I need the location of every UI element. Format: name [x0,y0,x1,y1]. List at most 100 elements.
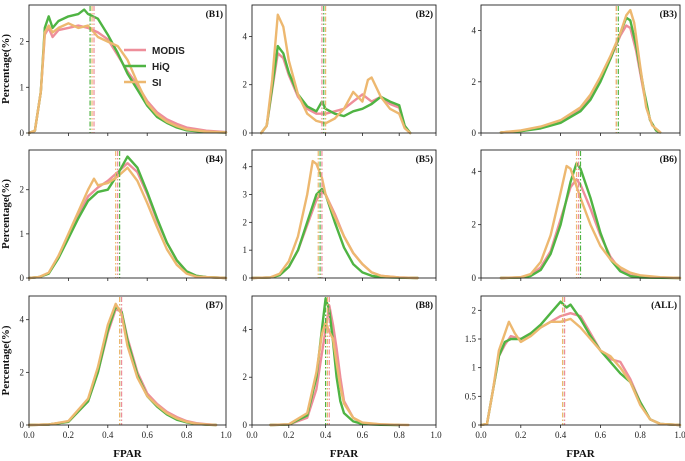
panel-frame [480,295,681,426]
y-tick-label: 1 [243,245,248,255]
panel-label: (B8) [416,300,433,311]
panel-b8: 0 2 4 0.0 0.2 0.4 0.6 0.8 1.0 (B8) FPAR [243,295,442,460]
y-tick-label: 2 [472,220,477,230]
x-tick-label: 0.2 [283,430,294,440]
series-line-si [269,321,410,427]
series-line-hiq [27,155,228,280]
series-line-si [479,317,682,427]
x-axis-label: FPAR [566,448,596,460]
x-axis-label: FPAR [113,448,143,460]
series-line-hiq [479,300,682,427]
y-tick-label: 0 [20,128,25,138]
series-line-hiq [269,297,401,427]
panel-b3: 0 2 4 (B3) [472,4,681,138]
panel-frame [28,295,227,426]
y-axis-label: Percentage(%) [0,325,12,395]
series-line-modis [250,190,419,280]
y-tick-label: 4 [20,315,25,325]
panel-label: (B6) [660,154,677,165]
y-tick-label: 0 [20,420,25,430]
series-line-si [260,13,412,135]
series-line-si [499,164,682,280]
y-tick-label: 2 [20,185,25,195]
x-tick-label: 0.2 [63,430,74,440]
panel-label: (ALL) [651,300,677,311]
series-line-modis [479,312,682,427]
x-tick-label: 0.8 [394,430,406,440]
x-tick-label: 0.4 [320,430,332,440]
series-line-modis [27,308,218,427]
y-tick-label: 3 [243,190,248,200]
y-tick-label: 4 [243,324,248,334]
legend-label-modis: MODIS [152,46,185,57]
y-tick-label: 4 [472,26,477,36]
y-tick-label: 0 [243,128,248,138]
panel-frame [251,295,437,426]
series-line-si [27,302,218,427]
x-tick-label: 1.0 [430,430,442,440]
panel-b1: 0 1 2 (B1) Percentage(%) MODIS HiQ SI [0,4,228,138]
y-tick-label: 2 [20,37,25,47]
y-tick-label: 2 [472,77,477,87]
y-tick-label: 0 [243,273,248,283]
series-line-si [250,159,419,280]
panel-frame [480,4,681,134]
panel-label: (B2) [416,9,433,20]
y-tick-label: 0 [472,128,477,138]
series-line-modis [260,52,412,135]
panel-b6: 0 2 4 (B6) [472,149,682,283]
y-axis-label: Percentage(%) [0,34,12,104]
panel-label: (B1) [206,9,223,20]
x-tick-label: 0.6 [595,430,607,440]
x-tick-label: 0.6 [357,430,369,440]
y-tick-label: 0 [472,420,477,430]
panel-b5: 0 1 2 3 4 (B5) [243,149,437,283]
y-axis-label: Percentage(%) [0,179,12,249]
series-line-si [27,22,228,135]
x-tick-label: 0.0 [246,430,258,440]
y-tick-label: 1 [472,363,477,373]
y-tick-label: 0 [472,273,477,283]
panel-frame [28,149,227,279]
panel-frame [28,4,227,134]
x-tick-label: 0.2 [515,430,526,440]
y-tick-label: 4 [472,166,477,176]
x-tick-label: 0.0 [475,430,487,440]
x-tick-label: 0.8 [181,430,193,440]
y-tick-label: 2 [20,367,25,377]
y-tick-label: 2 [472,305,477,315]
y-tick-label: 0 [20,273,25,283]
x-tick-label: 0.8 [635,430,647,440]
y-tick-label: 1.5 [465,334,477,344]
y-tick-label: 0 [243,420,248,430]
legend-label-hiq: HiQ [152,62,170,73]
series-line-hiq [27,8,228,135]
series-line-modis [27,162,228,280]
panel-label: (B5) [416,154,433,165]
y-tick-label: 4 [243,162,248,172]
x-tick-label: 1.0 [220,430,232,440]
legend-label-si: SI [152,78,162,89]
series-line-modis [499,178,682,280]
y-tick-label: 4 [243,31,248,41]
x-axis-label: FPAR [330,448,360,460]
panel-frame [480,149,681,279]
x-tick-label: 0.6 [142,430,154,440]
panel-all: 0 0.5 1 1.5 2 0.0 0.2 0.4 0.6 0.8 1.0 (ALL) FPAR [465,295,685,460]
series-line-hiq [499,162,682,280]
y-tick-label: 1 [20,82,25,92]
series-line-modis [27,24,228,135]
x-tick-label: 0.0 [23,430,35,440]
panel-frame [251,149,437,279]
series-line-si [27,166,228,280]
legend: MODIS HiQ SI [124,46,185,89]
panel-frame [251,4,437,134]
panel-label: (B3) [660,9,677,20]
y-tick-label: 2 [243,217,248,227]
panel-label: (B7) [206,300,223,311]
x-tick-label: 0.4 [102,430,114,440]
x-tick-label: 0.4 [555,430,567,440]
panel-label: (B4) [206,154,223,165]
y-tick-label: 0.5 [465,391,477,401]
